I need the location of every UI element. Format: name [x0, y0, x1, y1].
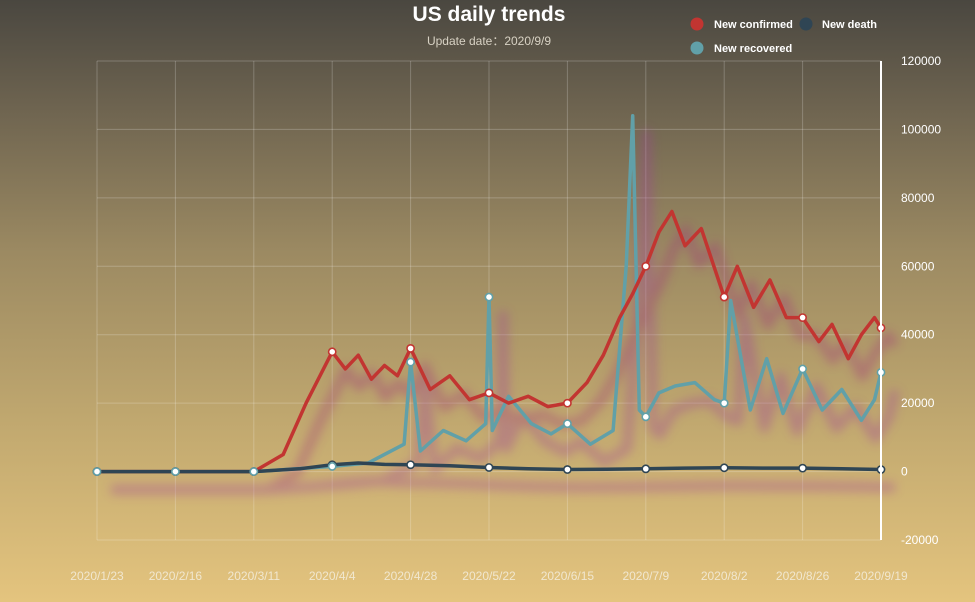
legend-label-confirmed: New confirmed [714, 19, 793, 31]
x-tick-label: 2020/2/16 [149, 569, 203, 583]
data-point-marker[interactable] [406, 460, 415, 470]
legend-label-death: New death [822, 19, 877, 31]
legend-swatch-confirmed [690, 17, 704, 31]
legend-swatch-death [799, 17, 813, 31]
legend-swatch-recovered [690, 41, 704, 55]
x-tick-label: 2020/3/11 [228, 569, 281, 583]
y-tick-label: 100000 [901, 122, 941, 136]
data-point-marker[interactable] [484, 388, 494, 398]
data-point-marker[interactable] [641, 261, 651, 271]
data-point-marker[interactable] [563, 419, 572, 429]
x-tick-label: 2020/7/9 [622, 569, 669, 583]
data-point-marker[interactable] [719, 398, 729, 408]
chart-subtitle: Update date：2020/9/9 [427, 34, 551, 48]
x-tick-label: 2020/1/23 [70, 569, 124, 583]
x-tick-label: 2020/5/22 [462, 569, 516, 583]
data-point-marker[interactable] [484, 463, 494, 472]
x-tick-label: 2020/4/28 [384, 569, 438, 583]
y-tick-label: 120000 [901, 54, 941, 68]
data-point-marker[interactable] [563, 465, 572, 474]
x-tick-label: 2020/8/26 [776, 569, 830, 583]
series-glow [111, 224, 900, 495]
legend[interactable]: New confirmed New death New recovered [690, 17, 878, 56]
x-tick-label: 2020/6/15 [541, 569, 595, 583]
y-tick-label: 60000 [901, 259, 935, 273]
x-tick-label: 2020/8/2 [701, 569, 748, 583]
data-point-marker[interactable] [641, 464, 651, 474]
y-tick-label: -20000 [901, 533, 939, 547]
legend-item-new-confirmed[interactable]: New confirmed [690, 17, 793, 32]
series-line-new-death[interactable] [95, 461, 883, 474]
data-point-marker[interactable] [484, 292, 494, 302]
data-point-marker[interactable] [170, 467, 180, 476]
data-point-marker[interactable] [641, 412, 651, 422]
chart-title: US daily trends [413, 3, 566, 26]
legend-label-recovered: New recovered [714, 43, 792, 55]
data-point-marker[interactable] [798, 313, 807, 323]
data-point-marker[interactable] [798, 364, 807, 374]
x-tick-label: 2020/9/19 [854, 569, 908, 583]
axes: 2020/1/23 2020/2/16 2020/3/11 2020/4/4 2020/… [70, 54, 941, 583]
y-tick-label: 20000 [901, 396, 935, 410]
series-line-new-recovered[interactable] [95, 113, 883, 474]
series-group [95, 113, 883, 474]
data-point-marker[interactable] [719, 463, 729, 473]
series-glow [111, 476, 896, 495]
data-point-marker[interactable] [798, 463, 807, 473]
data-point-marker[interactable] [327, 347, 337, 357]
data-point-marker[interactable] [719, 292, 729, 302]
data-point-marker[interactable] [563, 398, 572, 408]
data-point-marker[interactable] [92, 467, 102, 476]
x-tick-label: 2020/4/4 [309, 569, 356, 583]
data-point-marker[interactable] [406, 343, 415, 353]
series-line-new-confirmed[interactable] [95, 209, 883, 474]
y-tick-label: 0 [901, 465, 908, 479]
data-point-marker[interactable] [406, 357, 415, 367]
shadow-glow [111, 128, 900, 495]
data-point-marker[interactable] [327, 462, 337, 471]
legend-item-new-death[interactable]: New death [799, 17, 878, 32]
legend-item-new-recovered[interactable]: New recovered [690, 41, 793, 56]
y-tick-label: 40000 [901, 328, 935, 342]
data-point-marker[interactable] [249, 467, 259, 476]
y-tick-label: 80000 [901, 191, 935, 205]
